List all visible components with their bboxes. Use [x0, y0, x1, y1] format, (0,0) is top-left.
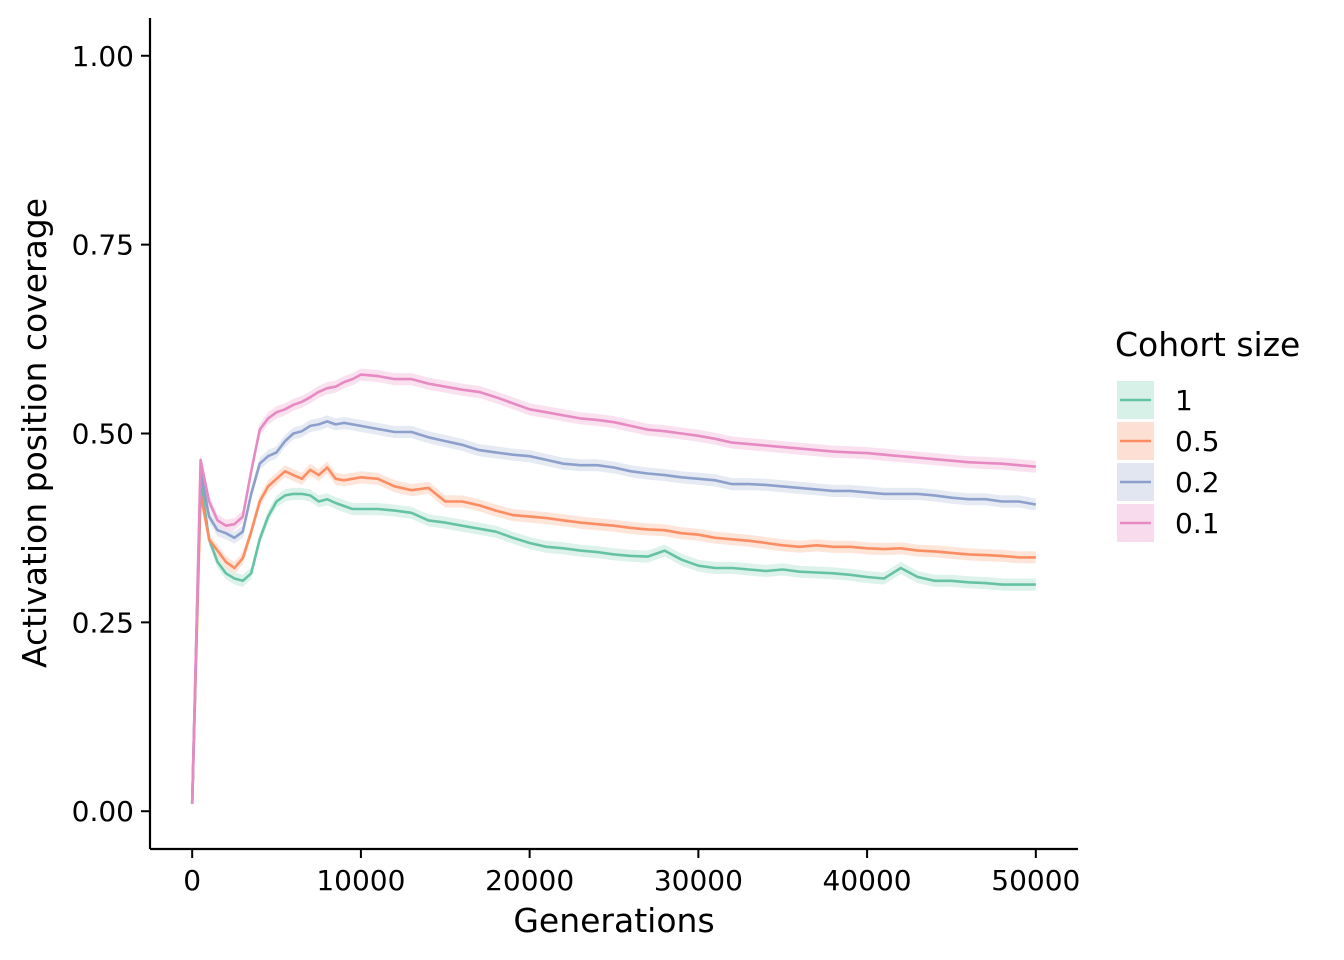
- x-tick-label: 20000: [485, 864, 574, 897]
- x-axis-title: Generations: [513, 901, 714, 940]
- x-tick-label: 10000: [316, 864, 405, 897]
- band-series-0.1: [192, 368, 1036, 810]
- line-series-0.1: [190, 373, 1036, 804]
- series-lines: [190, 373, 1037, 804]
- x-tick-label: 30000: [654, 864, 743, 897]
- legend: Cohort size 1 0.5 0.2 0.1: [1115, 325, 1300, 542]
- y-tick-label: 0.25: [72, 606, 134, 639]
- y-axis-title: Activation position coverage: [15, 198, 54, 668]
- legend-label-0.1: 0.1: [1175, 507, 1220, 540]
- band-series-1: [192, 472, 1036, 810]
- y-tick-label: 0.75: [72, 229, 134, 262]
- axes: 0 10000 20000 30000 40000 50000 0.00 0.25 0.50 0.…: [72, 18, 1080, 897]
- x-tick-label: 0: [183, 864, 201, 897]
- legend-label-0.5: 0.5: [1175, 425, 1220, 458]
- y-tick-label: 1.00: [72, 40, 134, 73]
- x-tick-label: 40000: [823, 864, 912, 897]
- legend-label-0.2: 0.2: [1175, 466, 1220, 499]
- legend-title: Cohort size: [1115, 325, 1300, 364]
- line-series-0.2: [190, 420, 1037, 804]
- line-series-1: [190, 477, 1036, 804]
- legend-label-1: 1: [1175, 384, 1193, 417]
- y-tick-label: 0.00: [72, 795, 134, 828]
- band-series-0.5: [192, 461, 1036, 810]
- x-tick-label: 50000: [991, 864, 1080, 897]
- confidence-bands: [192, 368, 1036, 810]
- y-tick-label: 0.50: [72, 418, 134, 451]
- band-series-0.2: [192, 415, 1036, 810]
- line-series-0.5: [190, 466, 1036, 804]
